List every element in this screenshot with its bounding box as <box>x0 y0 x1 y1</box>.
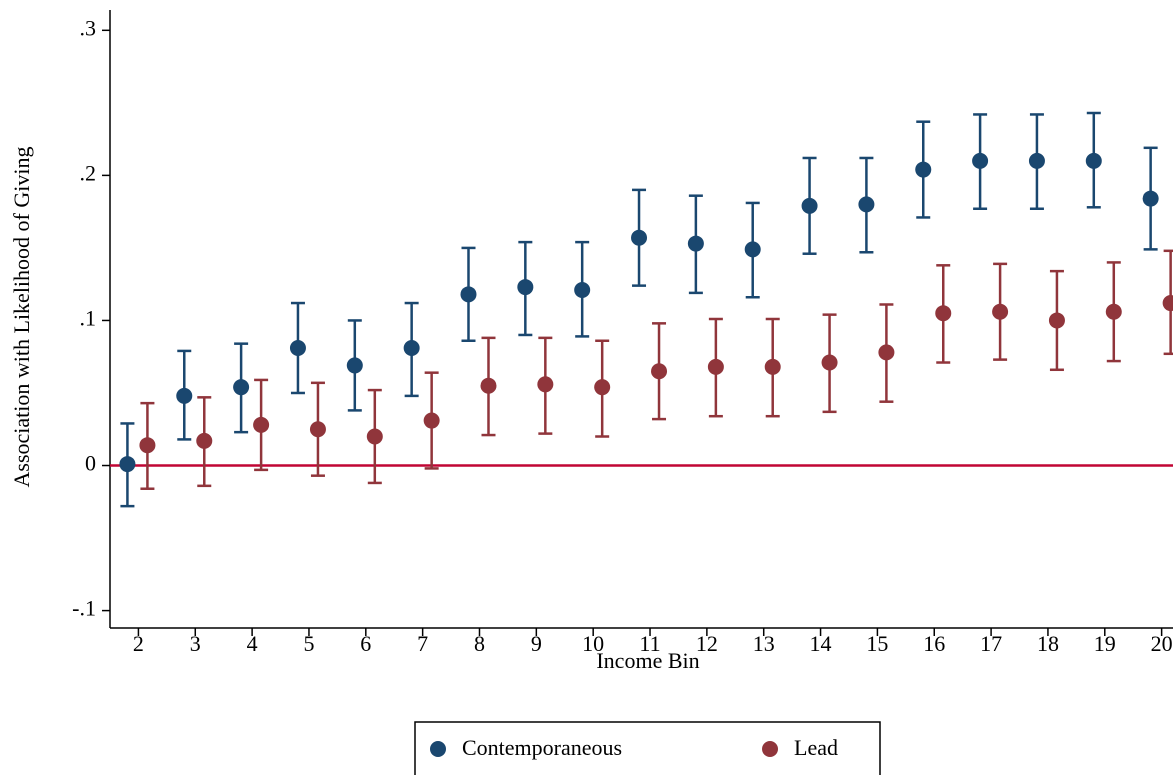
point <box>346 357 363 374</box>
point <box>992 303 1009 320</box>
point <box>574 281 591 298</box>
legend-label: Contemporaneous <box>462 735 622 760</box>
point <box>196 432 213 449</box>
point <box>1028 152 1045 169</box>
x-tick-label: 2 <box>133 631 144 656</box>
legend-marker <box>762 741 778 757</box>
point <box>764 358 781 375</box>
y-tick-label: 0 <box>85 451 96 476</box>
point <box>1162 295 1173 312</box>
point <box>517 279 534 296</box>
point <box>423 412 440 429</box>
point <box>403 340 420 357</box>
x-tick-label: 3 <box>190 631 201 656</box>
x-tick-label: 17 <box>980 631 1002 656</box>
y-tick-label: .2 <box>80 160 97 185</box>
point <box>139 437 156 454</box>
point <box>858 196 875 213</box>
point <box>687 235 704 252</box>
point <box>309 421 326 438</box>
x-axis-label: Income Bin <box>596 648 699 673</box>
x-tick-label: 9 <box>531 631 542 656</box>
point <box>480 377 497 394</box>
x-tick-label: 14 <box>810 631 832 656</box>
point <box>1048 312 1065 329</box>
point <box>253 416 270 433</box>
point <box>366 428 383 445</box>
x-tick-label: 20 <box>1151 631 1173 656</box>
point <box>594 379 611 396</box>
point <box>289 340 306 357</box>
y-tick-label: .3 <box>80 15 97 40</box>
x-tick-label: 8 <box>474 631 485 656</box>
x-tick-label: 5 <box>303 631 314 656</box>
x-tick-label: 11 <box>639 631 660 656</box>
x-tick-label: 19 <box>1094 631 1116 656</box>
y-tick-label: -.1 <box>72 596 96 621</box>
x-tick-label: 18 <box>1037 631 1059 656</box>
point <box>1142 190 1159 207</box>
legend-label: Lead <box>794 735 838 760</box>
x-tick-label: 15 <box>866 631 888 656</box>
point <box>1105 303 1122 320</box>
point <box>935 305 952 322</box>
x-tick-label: 6 <box>360 631 371 656</box>
point <box>460 286 477 303</box>
x-tick-label: 16 <box>923 631 945 656</box>
point <box>801 197 818 214</box>
point <box>651 363 668 380</box>
y-axis-label: Association with Likelihood of Giving <box>9 147 34 488</box>
point <box>744 241 761 258</box>
point <box>119 456 136 473</box>
point <box>972 152 989 169</box>
legend-marker <box>430 741 446 757</box>
point <box>821 354 838 371</box>
y-tick-label: .1 <box>80 305 97 330</box>
point <box>233 379 250 396</box>
point <box>707 358 724 375</box>
point <box>915 161 932 178</box>
point <box>176 387 193 404</box>
x-tick-label: 10 <box>582 631 604 656</box>
point <box>1085 152 1102 169</box>
x-tick-label: 13 <box>753 631 775 656</box>
x-tick-label: 7 <box>417 631 428 656</box>
legend-box <box>414 721 881 775</box>
x-tick-label: 12 <box>696 631 718 656</box>
point <box>878 344 895 361</box>
point <box>537 376 554 393</box>
point <box>631 229 648 246</box>
x-tick-label: 4 <box>247 631 258 656</box>
